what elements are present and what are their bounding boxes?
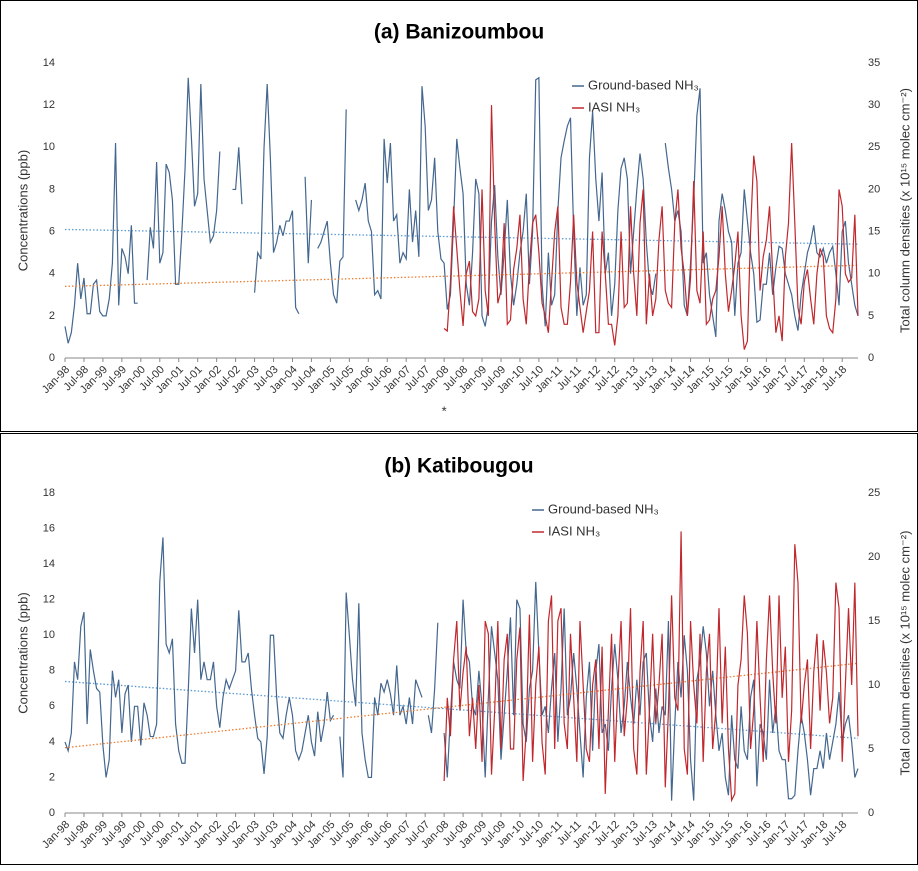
y-tick-label: 12	[43, 594, 55, 606]
y2-tick-label: 0	[868, 807, 874, 819]
y-axis-label: Concentrations (ppb)	[15, 592, 30, 713]
chart-title: (a) Banizoumbou	[374, 21, 544, 44]
y-tick-label: 0	[49, 807, 55, 819]
y-tick-label: 8	[49, 183, 55, 195]
annotation: *	[442, 403, 447, 418]
y-tick-label: 2	[49, 310, 55, 322]
y2-tick-label: 10	[868, 679, 880, 691]
y-tick-label: 18	[43, 487, 55, 499]
legend-label: IASI NH₃	[588, 99, 640, 114]
y-tick-label: 4	[49, 268, 55, 280]
y2-tick-label: 5	[868, 310, 874, 322]
chart-title: (b) Katibougou	[384, 455, 533, 478]
y-tick-label: 10	[43, 141, 55, 153]
y2-tick-label: 20	[868, 183, 880, 195]
y2-axis-label: Total column densities (x 10¹⁵ molec cm⁻…	[897, 88, 912, 333]
trend-line	[64, 228, 859, 245]
trend-line	[64, 264, 859, 288]
y2-tick-label: 30	[868, 99, 880, 111]
y2-tick-label: 15	[868, 615, 880, 627]
y2-tick-label: 5	[868, 743, 874, 755]
y2-tick-label: 20	[868, 551, 880, 563]
legend-label: Ground-based NH₃	[548, 501, 659, 516]
y-tick-label: 6	[49, 225, 55, 237]
y-tick-label: 14	[43, 57, 55, 69]
panel-border	[0, 433, 918, 865]
legend-label: Ground-based NH₃	[588, 77, 699, 92]
series-line	[443, 531, 859, 803]
y-tick-label: 12	[43, 99, 55, 111]
panel: (a) Banizoumbou 0 2 4 6 8 10 12 14 0 5 10 15 20 25 30 35…	[15, 21, 912, 419]
y2-tick-label: 10	[868, 268, 880, 280]
y2-tick-label: 15	[868, 225, 880, 237]
trend-line	[64, 680, 859, 739]
series-line	[443, 105, 859, 350]
y-tick-label: 0	[49, 352, 55, 364]
series-line	[64, 537, 859, 801]
y-axis-label: Concentrations (ppb)	[15, 150, 30, 271]
y2-tick-label: 35	[868, 57, 880, 69]
y-tick-label: 16	[43, 522, 55, 534]
y-tick-label: 8	[49, 665, 55, 677]
y2-tick-label: 25	[868, 141, 880, 153]
panel: (b) Katibougou0246810121416180510152025J…	[15, 455, 912, 851]
y-tick-label: 2	[49, 771, 55, 783]
y2-axis-label: Total column densities (x 10¹⁵ molec cm⁻…	[897, 531, 912, 776]
y-tick-label: 4	[49, 736, 55, 748]
y-tick-label: 10	[43, 629, 55, 641]
y-tick-label: 14	[43, 558, 55, 570]
y-tick-label: 6	[49, 700, 55, 712]
legend-label: IASI NH₃	[548, 523, 600, 538]
y2-tick-label: 0	[868, 352, 874, 364]
y2-tick-label: 25	[868, 487, 880, 499]
